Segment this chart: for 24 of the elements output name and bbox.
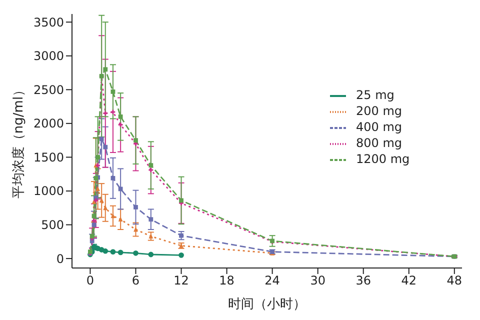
- y-tick-label: 0: [56, 252, 64, 266]
- legend-label: 1200 mg: [356, 152, 410, 166]
- y-tick-label: 3500: [33, 15, 64, 30]
- x-tick-label: 30: [310, 274, 326, 288]
- x-tick-label: 18: [219, 274, 234, 288]
- legend-label: 800 mg: [356, 136, 402, 150]
- legend-label: 200 mg: [356, 104, 402, 118]
- x-tick-label: 42: [401, 274, 417, 288]
- y-tick-label: 2000: [33, 116, 64, 131]
- y-tick-label: 1500: [33, 150, 64, 164]
- x-tick-label: 36: [356, 274, 372, 288]
- x-tick-label: 12: [174, 274, 189, 288]
- x-axis-title: 时间（小时）: [228, 297, 306, 312]
- x-tick-label: 48: [446, 274, 462, 288]
- y-tick-label: 2500: [33, 82, 64, 97]
- y-axis-title: 平均浓度（ng/ml）: [10, 83, 27, 199]
- x-tick-label: 0: [86, 274, 94, 288]
- x-tick-label: 6: [132, 274, 140, 288]
- y-tick-label: 500: [41, 218, 64, 232]
- x-tick-label: 24: [264, 274, 280, 288]
- y-tick-label: 1000: [33, 184, 64, 198]
- legend-label: 400 mg: [356, 120, 402, 134]
- y-tick-label: 3000: [33, 49, 64, 64]
- legend-label: 25 mg: [356, 88, 394, 102]
